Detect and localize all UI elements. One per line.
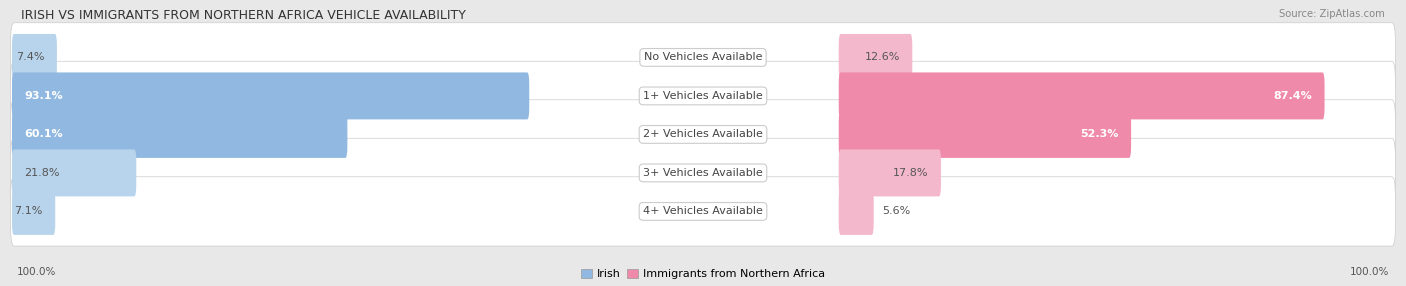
FancyBboxPatch shape [11,23,1395,92]
Text: 4+ Vehicles Available: 4+ Vehicles Available [643,206,763,217]
Text: Source: ZipAtlas.com: Source: ZipAtlas.com [1279,9,1385,19]
Text: 93.1%: 93.1% [24,91,63,101]
FancyBboxPatch shape [13,188,55,235]
Text: 17.8%: 17.8% [893,168,928,178]
FancyBboxPatch shape [13,34,56,81]
FancyBboxPatch shape [839,188,873,235]
Legend: Irish, Immigrants from Northern Africa: Irish, Immigrants from Northern Africa [581,269,825,279]
Text: 21.8%: 21.8% [24,168,60,178]
Text: 87.4%: 87.4% [1274,91,1312,101]
FancyBboxPatch shape [13,72,529,119]
Text: 100.0%: 100.0% [17,267,56,277]
FancyBboxPatch shape [839,111,1130,158]
Text: 2+ Vehicles Available: 2+ Vehicles Available [643,130,763,139]
FancyBboxPatch shape [13,149,136,196]
FancyBboxPatch shape [13,111,347,158]
Text: 12.6%: 12.6% [865,52,900,62]
Text: No Vehicles Available: No Vehicles Available [644,52,762,62]
Text: 7.4%: 7.4% [15,52,45,62]
FancyBboxPatch shape [839,72,1324,119]
FancyBboxPatch shape [11,177,1395,246]
Text: IRISH VS IMMIGRANTS FROM NORTHERN AFRICA VEHICLE AVAILABILITY: IRISH VS IMMIGRANTS FROM NORTHERN AFRICA… [21,9,465,21]
FancyBboxPatch shape [11,138,1395,208]
Text: 52.3%: 52.3% [1080,130,1119,139]
Text: 5.6%: 5.6% [882,206,910,217]
FancyBboxPatch shape [11,100,1395,169]
Text: 1+ Vehicles Available: 1+ Vehicles Available [643,91,763,101]
FancyBboxPatch shape [839,149,941,196]
FancyBboxPatch shape [11,61,1395,131]
Text: 60.1%: 60.1% [24,130,63,139]
Text: 3+ Vehicles Available: 3+ Vehicles Available [643,168,763,178]
Text: 7.1%: 7.1% [14,206,42,217]
FancyBboxPatch shape [839,34,912,81]
Text: 100.0%: 100.0% [1350,267,1389,277]
